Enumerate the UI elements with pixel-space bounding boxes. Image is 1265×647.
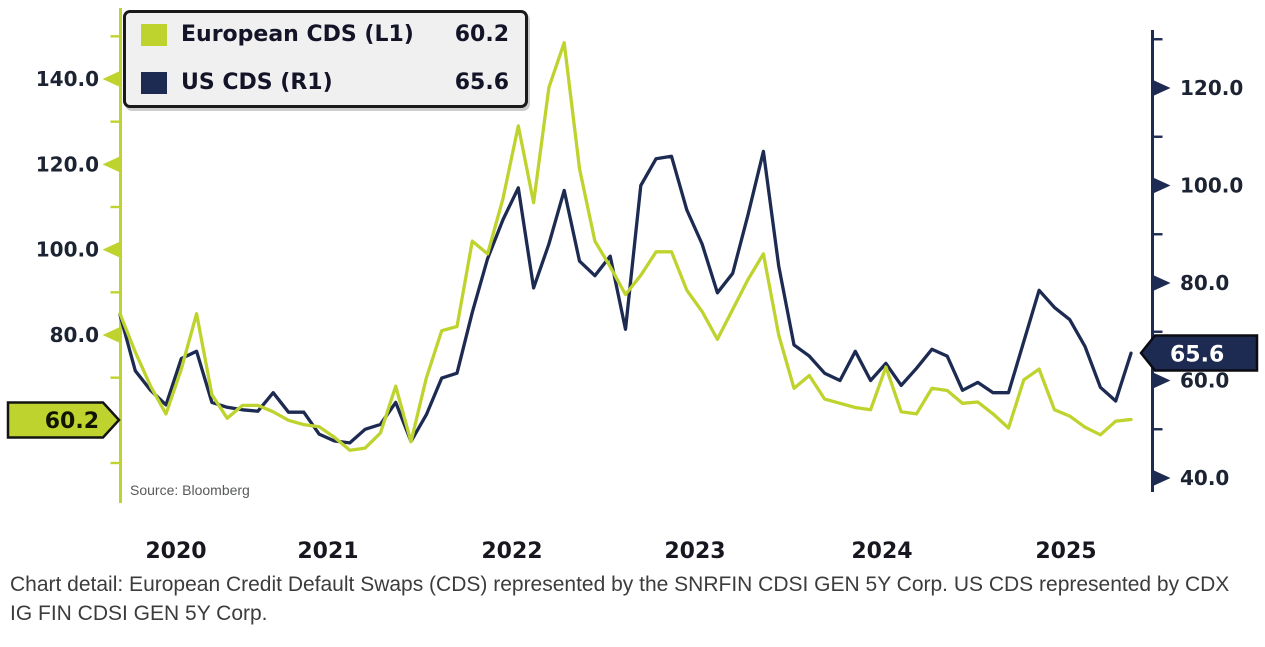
chart-caption: Chart detail: European Credit Default Sw… (10, 573, 1230, 625)
legend-label-european-cds: European CDS (L1) (181, 22, 414, 47)
series-layer (118, 41, 1133, 452)
x-axis-year-label: 2020 (145, 539, 206, 564)
right-axis-marker: 65.6 (1139, 334, 1259, 372)
left-axis-tick-arrow-icon (102, 327, 120, 344)
right-axis-tick-label: 120.0 (1180, 76, 1243, 100)
right-marker-shape (1139, 334, 1259, 372)
axes-layer: 140.0 120.0 100.0 80.0 120.0 100.0 80.0 60.0 40.… (36, 8, 1243, 564)
chart-canvas: 140.0 120.0 100.0 80.0 120.0 100.0 80.0 60.0 40.… (6, 8, 1259, 564)
left-axis-tick-label: 80.0 (50, 323, 99, 347)
right-axis-tick-label: 40.0 (1180, 466, 1229, 490)
left-axis-tick-label: 100.0 (36, 238, 99, 262)
right-axis-tick-arrow-icon (1153, 177, 1171, 194)
right-axis-tick-label: 100.0 (1180, 174, 1243, 198)
legend-value-european-cds: 60.2 (454, 22, 509, 47)
legend-item-us-cds: US CDS (R1) 65.6 (141, 72, 509, 94)
legend-value-us-cds: 65.6 (454, 70, 509, 95)
left-axis-tick-arrow-icon (102, 241, 120, 258)
european-cds-swatch-icon (141, 24, 167, 46)
right-axis-tick-arrow-icon (1153, 372, 1171, 389)
left-axis-marker: 60.2 (6, 401, 121, 439)
right-axis-tick-arrow-icon (1153, 80, 1171, 96)
right-axis-tick-label: 60.0 (1180, 369, 1229, 393)
x-axis-year-label: 2022 (481, 539, 542, 564)
right-axis-tick-arrow-icon (1153, 470, 1171, 486)
left-axis-tick-arrow-icon (102, 71, 120, 87)
right-marker-value: 65.6 (1170, 343, 1224, 368)
legend-label-us-cds: US CDS (R1) (181, 70, 333, 95)
chart-legend: European CDS (L1) 60.2 US CDS (R1) 65.6 (123, 10, 528, 108)
left-axis-tick-arrow-icon (102, 156, 120, 173)
series-line-us-cds-r1 (118, 149, 1133, 445)
x-axis-year-label: 2023 (664, 539, 725, 564)
x-axis-year-label: 2021 (297, 539, 358, 564)
left-axis-tick-label: 140.0 (36, 67, 99, 91)
x-axis-year-label: 2024 (851, 539, 912, 564)
x-axis-year-label: 2025 (1035, 539, 1096, 564)
us-cds-swatch-icon (141, 72, 167, 94)
series-line-european-cds-l1 (118, 41, 1133, 452)
right-axis-tick-arrow-icon (1153, 275, 1171, 291)
right-axis-tick-label: 80.0 (1180, 271, 1229, 295)
source-note: Source: Bloomberg (130, 482, 250, 498)
left-axis-tick-label: 120.0 (36, 152, 99, 176)
legend-item-european-cds: European CDS (L1) 60.2 (141, 24, 509, 46)
left-marker-value: 60.2 (45, 409, 99, 434)
left-marker-shape (6, 401, 121, 439)
